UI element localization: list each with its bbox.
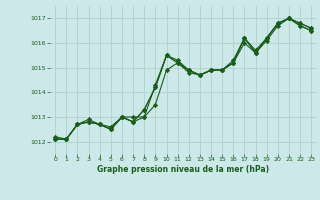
X-axis label: Graphe pression niveau de la mer (hPa): Graphe pression niveau de la mer (hPa) (97, 165, 269, 174)
